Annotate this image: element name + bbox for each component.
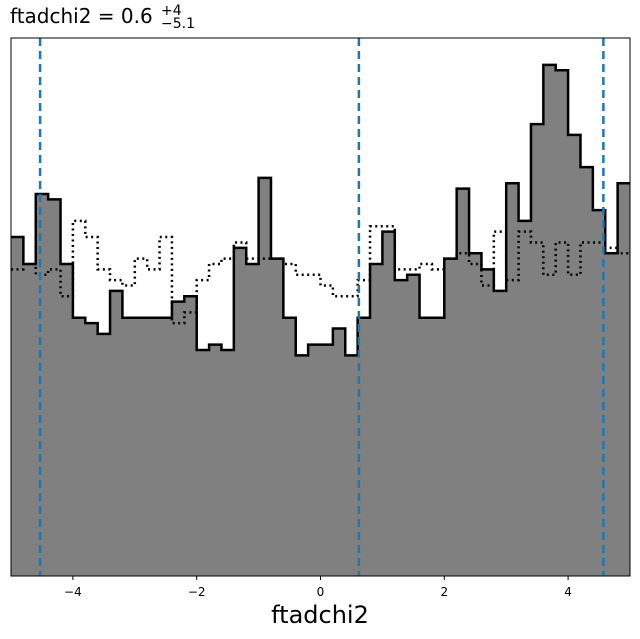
chart-title-sub: −5.1 [161,16,195,32]
hist-bar [209,344,222,576]
hist-bar [134,317,148,576]
hist-bar [85,323,99,576]
hist-bar [122,317,136,576]
hist-bar [147,317,161,576]
hist-bar [444,258,458,576]
hist-bar [23,263,37,576]
hist-bar [270,258,284,576]
hist-bar [221,350,235,576]
hist-bar [345,355,359,576]
x-tick-label: 4 [564,585,572,599]
hist-bar [605,253,619,576]
hist-bar [184,296,198,576]
hist-bar [159,317,173,576]
hist-bar [382,231,396,576]
hist-bar [518,220,532,576]
x-tick-label: −4 [64,585,82,599]
hist-bar [258,177,272,576]
hist-outline-line [11,63,630,357]
hist-bar [617,183,630,576]
hist-bar [97,333,111,576]
hist-bar [72,317,86,576]
hist-bar [370,263,383,576]
hist-bar [110,290,123,576]
hist-bar [469,253,482,576]
hist-bar [394,280,408,576]
hist-bar [11,237,24,576]
hist-bar [431,317,445,576]
hist-bar [48,199,62,576]
hist-bar [419,317,433,576]
hist-bar [308,344,321,576]
hist-bar [60,263,74,576]
hist-bar [493,290,507,576]
hist-bar [580,167,594,576]
hist-bar [35,194,49,576]
hist-bar [233,247,247,576]
hist-bar [568,134,581,576]
hist-bar [171,301,185,576]
x-tick-label: −2 [188,585,206,599]
hist-bar [543,64,557,576]
hist-bar [246,263,260,576]
hist-bar [357,317,371,576]
chart-title-sup: +4 [161,3,182,19]
hist-bar [481,269,495,576]
hist-bar [196,350,210,576]
hist-bar [407,274,421,576]
hist-bar [555,70,569,576]
plot-area: −4 −2 0 2 4 [10,37,631,599]
hist-bar [506,183,520,576]
chart-title: ftadchi2 = 0.6 [10,4,153,28]
hist-bar [295,355,309,576]
hist-bar [530,124,544,576]
x-tick-label: 0 [317,585,325,599]
hist-bar [283,317,297,576]
x-tick-label: 2 [440,585,448,599]
x-axis-label: ftadchi2 [271,601,369,629]
hist-bar [332,328,346,576]
hist-bar [320,344,334,576]
hist-bar [456,188,470,576]
